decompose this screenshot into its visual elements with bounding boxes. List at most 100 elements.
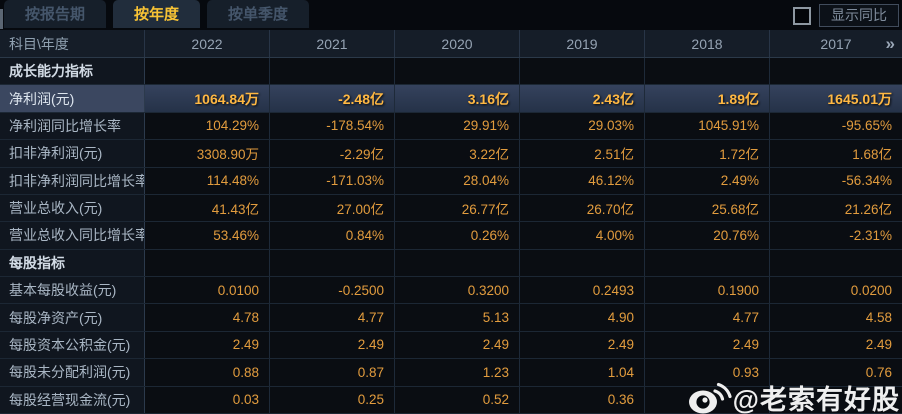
value-cell [520, 249, 645, 276]
value-cell: 26.77亿 [395, 194, 520, 222]
value-cell: 0.1900 [645, 277, 770, 304]
table-row[interactable]: 营业总收入(元) 41.43亿 27.00亿 26.77亿 26.70亿 25.68亿 21… [0, 194, 902, 223]
value-cell: 2.49 [145, 331, 270, 359]
value-cell: 2.49 [395, 331, 520, 359]
value-cell [270, 249, 395, 276]
value-cell: 53.46% [145, 222, 270, 249]
value-cell [145, 249, 270, 276]
value-cell: 25.68亿 [645, 194, 770, 222]
tab-bar: 按报告期 按年度 按单季度 显示同比 [0, 0, 902, 30]
row-label: 成长能力指标 [0, 58, 145, 85]
more-years-icon[interactable]: » [885, 33, 895, 53]
year-header: 2020 [395, 30, 520, 57]
value-cell: 0.26% [395, 222, 520, 249]
value-cell: 0.87 [270, 359, 395, 386]
year-header-last: 2017 » [770, 30, 902, 57]
value-cell: 0.0100 [145, 277, 270, 304]
section-row: 每股指标 [0, 249, 902, 277]
table-row[interactable]: 净利润(元) 1064.84万 -2.48亿 3.16亿 2.43亿 1.89亿 1645.… [0, 85, 902, 113]
value-cell: 0.03 [145, 386, 270, 413]
row-label: 营业总收入同比增长率 [0, 222, 145, 249]
value-cell: 28.04% [395, 167, 520, 194]
value-cell: 4.77 [270, 304, 395, 331]
value-cell: 1045.91% [645, 112, 770, 140]
table-header-row: 科目\年度 2022 2021 2020 2019 2018 2017 » [0, 30, 902, 58]
value-cell: 2.51亿 [520, 140, 645, 167]
left-edge-highlight [0, 9, 3, 29]
value-cell: 2.49 [645, 331, 770, 359]
show-yoy-checkbox[interactable] [793, 6, 811, 25]
value-cell [645, 58, 770, 85]
value-cell: 1.72亿 [645, 140, 770, 167]
row-label: 基本每股收益(元) [0, 277, 145, 304]
value-cell: 26.70亿 [520, 194, 645, 222]
value-cell: 5.13 [395, 304, 520, 331]
value-cell: 0.36 [520, 386, 645, 413]
table-row[interactable]: 每股净资产(元) 4.78 4.77 5.13 4.90 4.77 4.58 [0, 304, 902, 332]
value-cell: -56.34% [841, 173, 892, 189]
corner-header-cell: 科目\年度 [0, 30, 145, 57]
value-cell: 21.26亿 [844, 202, 892, 218]
value-cell: 0.2493 [520, 277, 645, 304]
value-cell: 1.23 [395, 359, 520, 386]
value-cell [270, 58, 395, 85]
value-cell: -0.2500 [270, 277, 395, 304]
value-cell: 2.49% [645, 167, 770, 194]
row-label: 净利润(元) [0, 85, 145, 112]
value-cell: 0.52 [395, 386, 520, 413]
show-yoy-label[interactable]: 显示同比 [819, 4, 899, 27]
value-cell: 3.16亿 [395, 85, 520, 112]
yoy-controls: 显示同比 [793, 4, 899, 27]
value-cell [520, 58, 645, 85]
row-label: 每股指标 [0, 249, 145, 276]
table-row[interactable]: 营业总收入同比增长率 53.46% 0.84% 0.26% 4.00% 20.76% -2.… [0, 222, 902, 250]
table-row[interactable]: 每股经营现金流(元) 0.03 0.25 0.52 0.36 [0, 386, 902, 414]
value-cell [395, 249, 520, 276]
row-label: 每股净资产(元) [0, 304, 145, 331]
value-cell: 41.43亿 [145, 194, 270, 222]
value-cell [645, 249, 770, 276]
value-cell [770, 58, 902, 84]
row-label: 扣非净利润同比增长率 [0, 167, 145, 194]
value-cell: 2.49 [520, 331, 645, 359]
value-cell: 0.93 [645, 359, 770, 386]
tab-by-year[interactable]: 按年度 [113, 0, 201, 28]
row-label: 每股未分配利润(元) [0, 359, 145, 386]
value-cell: 4.90 [520, 304, 645, 331]
value-cell [645, 386, 770, 413]
table-row[interactable]: 净利润同比增长率 104.29% -178.54% 29.91% 29.03% 1045.… [0, 112, 902, 141]
value-cell: 2.49 [270, 331, 395, 359]
table-row[interactable]: 扣非净利润(元) 3308.90万 -2.29亿 3.22亿 2.51亿 1.72亿 1.6… [0, 140, 902, 168]
value-cell: 0.76 [865, 364, 892, 380]
tab-by-report-period[interactable]: 按报告期 [4, 0, 107, 28]
value-cell: 29.91% [395, 112, 520, 140]
table-row[interactable]: 扣非净利润同比增长率 114.48% -171.03% 28.04% 46.12% 2.4… [0, 167, 902, 195]
value-cell: 46.12% [520, 167, 645, 194]
year-header: 2018 [645, 30, 770, 57]
value-cell: 4.00% [520, 222, 645, 249]
value-cell: 3.22亿 [395, 140, 520, 167]
value-cell: 104.29% [145, 112, 270, 140]
value-cell: 0.25 [270, 386, 395, 413]
row-label: 营业总收入(元) [0, 194, 145, 222]
tab-by-single-quarter[interactable]: 按单季度 [207, 0, 310, 28]
value-cell: 1.04 [520, 359, 645, 386]
value-cell: -171.03% [270, 167, 395, 194]
value-cell: 0.88 [145, 359, 270, 386]
value-cell: 1645.01万 [770, 85, 902, 112]
value-cell: 4.58 [865, 310, 892, 326]
table-row[interactable]: 基本每股收益(元) 0.0100 -0.2500 0.3200 0.2493 0.1900… [0, 277, 902, 305]
value-cell: 4.78 [145, 304, 270, 331]
value-cell [395, 58, 520, 85]
table-body: 成长能力指标 净利润(元) 1064.84万 -2.48亿 3.16亿 2.43亿 1.89… [0, 58, 902, 414]
row-label: 扣非净利润(元) [0, 140, 145, 167]
table-row[interactable]: 每股资本公积金(元) 2.49 2.49 2.49 2.49 2.49 2.49 [0, 331, 902, 360]
table-row[interactable]: 每股未分配利润(元) 0.88 0.87 1.23 1.04 0.93 0.76 [0, 359, 902, 387]
value-cell: -95.65% [841, 118, 892, 134]
value-cell: 0.0200 [850, 282, 892, 298]
year-header-label: 2017 [820, 35, 852, 52]
value-cell: 4.77 [645, 304, 770, 331]
value-cell: 27.00亿 [270, 194, 395, 222]
year-header: 2022 [145, 30, 270, 57]
